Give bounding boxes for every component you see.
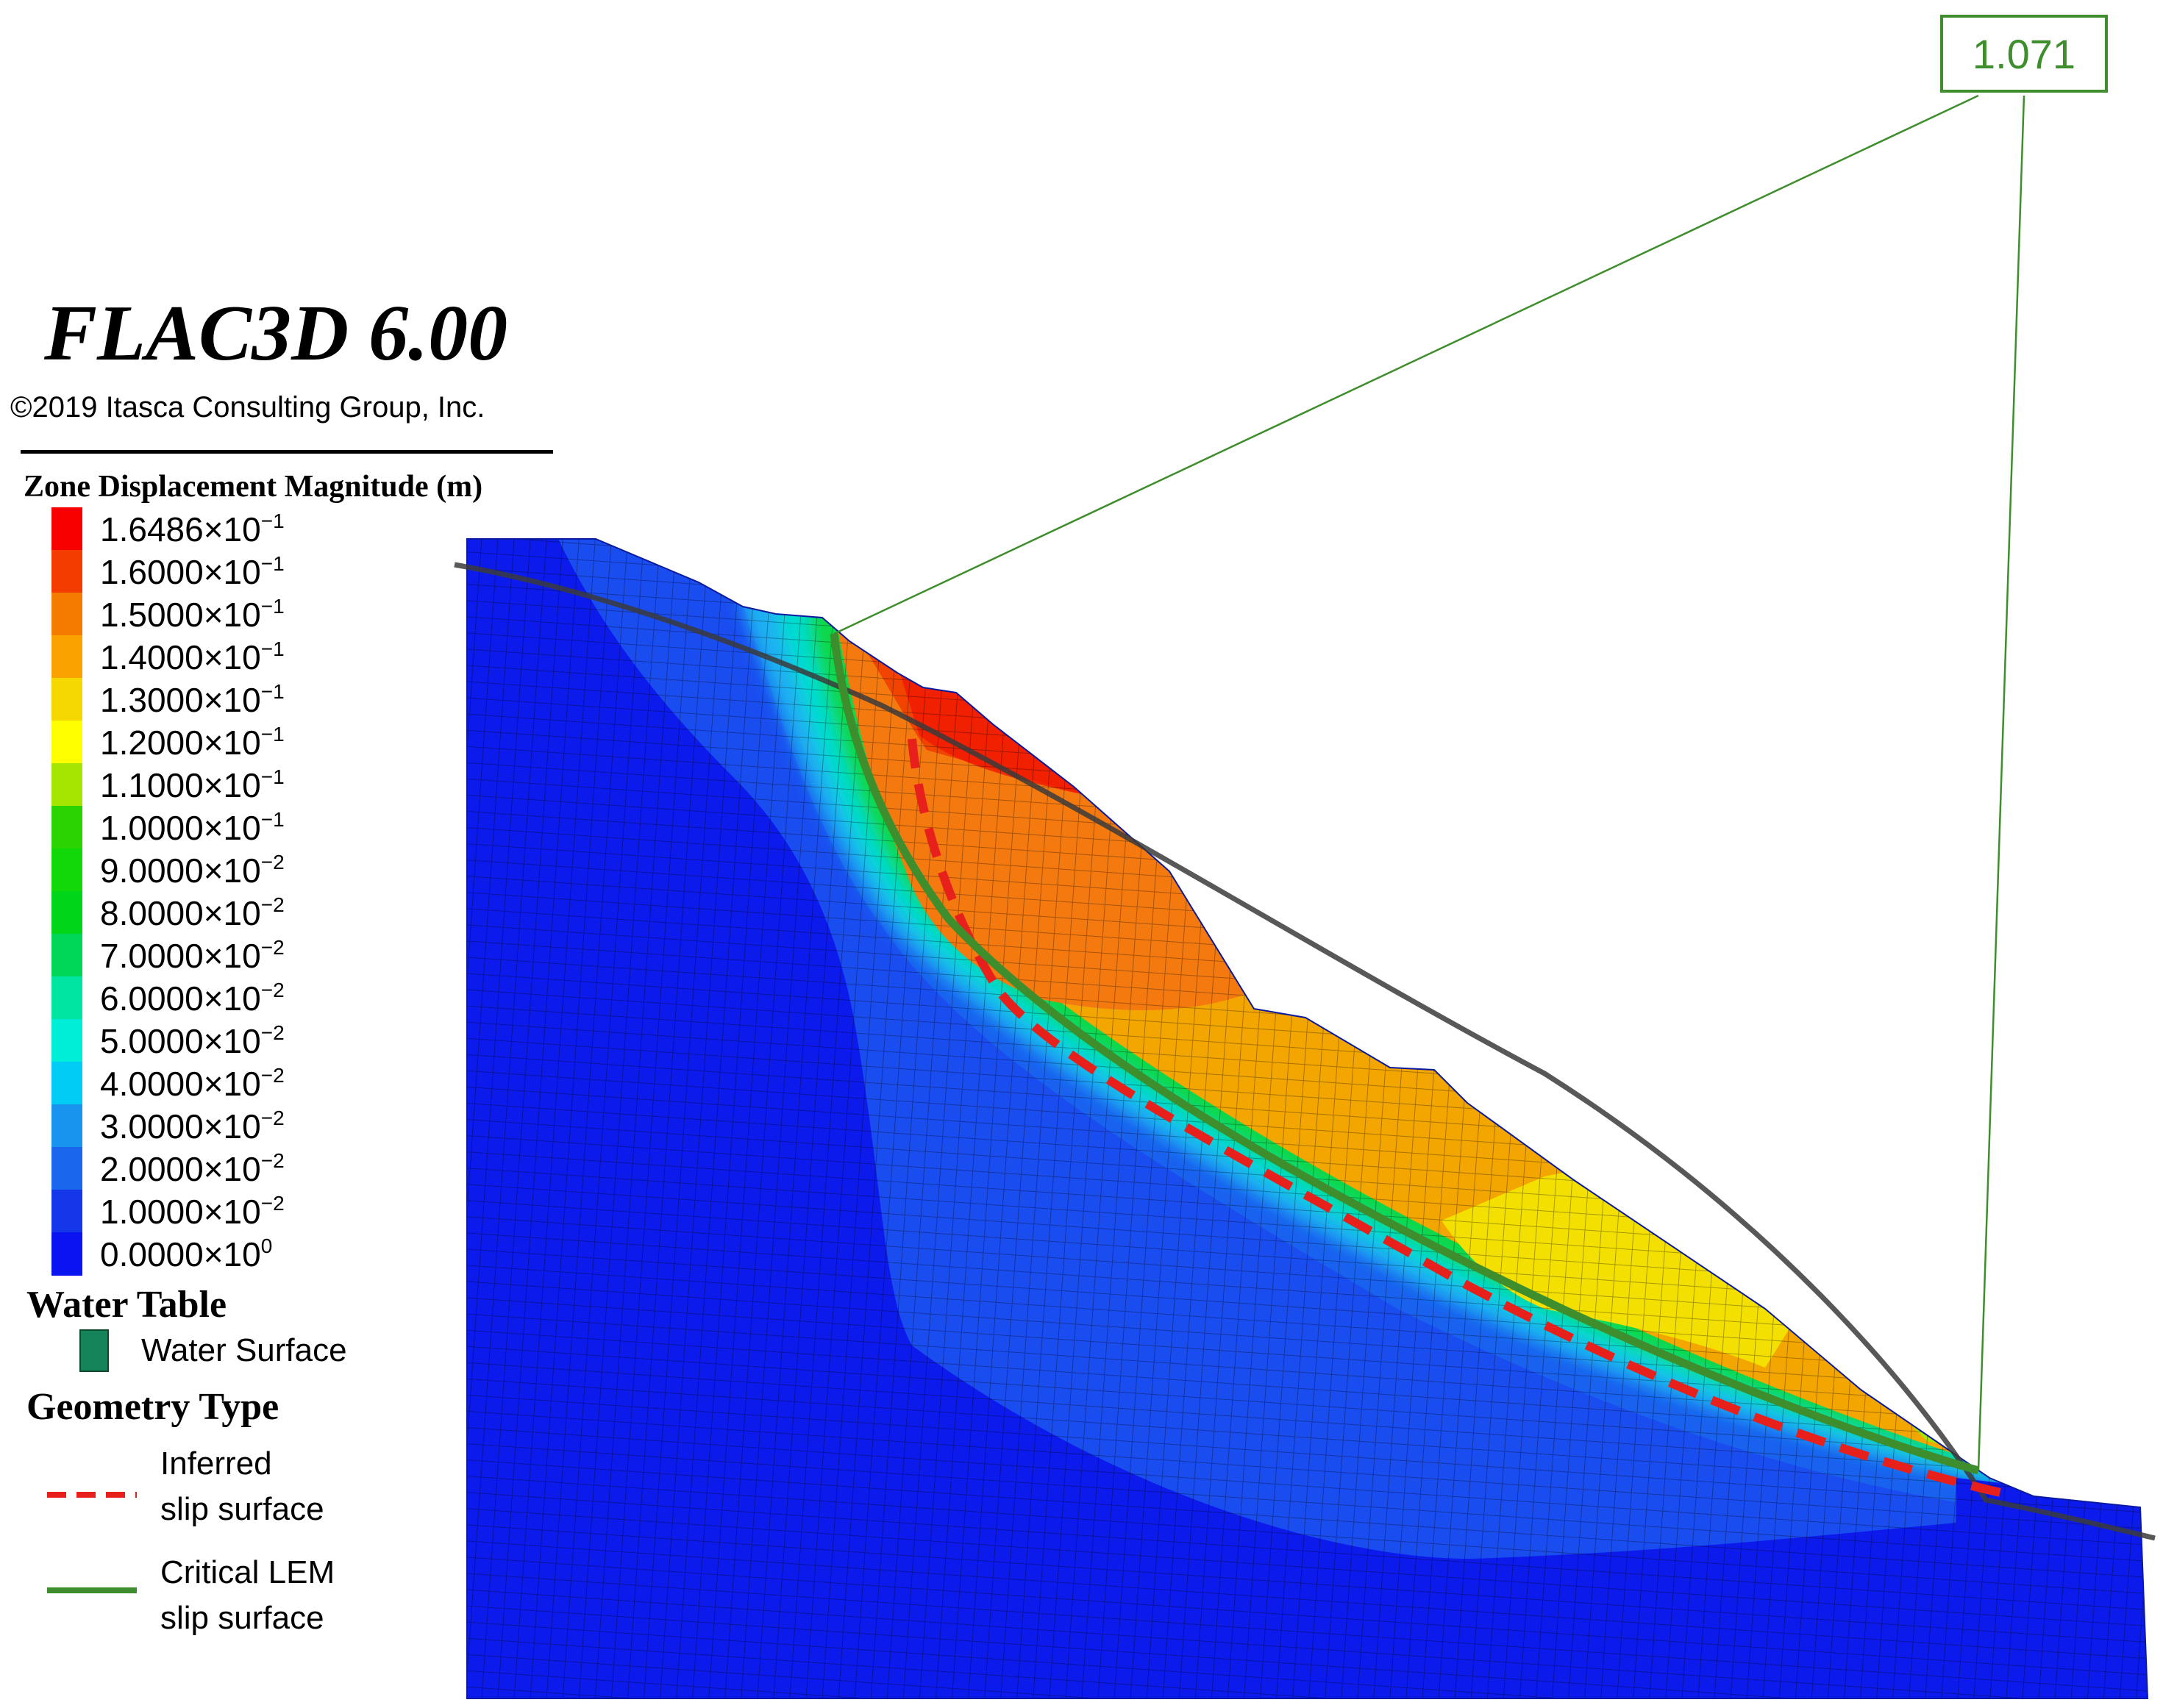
geometry-type-title: Geometry Type xyxy=(26,1386,279,1428)
legend-color-segment xyxy=(51,1232,82,1276)
legend-color-segment xyxy=(51,635,82,679)
app-title: FLAC3D 6.00 xyxy=(44,290,508,377)
legend-tick-label: 9.0000×10−2 xyxy=(100,851,285,890)
legend-tick-value: 5.0000×10 xyxy=(100,1022,261,1060)
inferred-label-line1: Inferred xyxy=(160,1446,272,1482)
legend-tick-label: 1.1000×10−1 xyxy=(100,765,285,804)
legend-tick-label: 1.4000×10−1 xyxy=(100,637,285,676)
legend-tick-label: 7.0000×10−2 xyxy=(100,937,285,973)
legend-color-segment xyxy=(51,550,82,593)
legend-tick-exponent: −1 xyxy=(260,510,285,532)
legend-tick-label: 5.0000×10−2 xyxy=(100,1021,285,1060)
inferred-slip-surface-swatch xyxy=(47,1492,137,1498)
critical-lem-slip-surface-line xyxy=(830,633,1980,1475)
legend-tick-exponent: −2 xyxy=(260,1107,285,1129)
legend-tick-exponent: −2 xyxy=(260,893,285,916)
legend-title: Zone Displacement Magnitude (m) xyxy=(24,470,483,504)
legend-tick-exponent: −2 xyxy=(260,1192,285,1215)
factor-of-safety-callout: 1.071 xyxy=(1940,15,2108,93)
legend-tick-label: 8.0000×10−2 xyxy=(100,893,285,932)
inferred-label-line2: slip surface xyxy=(160,1491,324,1527)
legend-tick-value: 1.0000×10 xyxy=(100,809,261,847)
legend-tick-exponent: −1 xyxy=(260,765,285,788)
legend-tick-label: 1.2000×10−1 xyxy=(100,724,285,760)
legend-tick-exponent: 0 xyxy=(260,1234,273,1257)
legend-color-segment xyxy=(51,678,82,721)
legend-tick-exponent: −2 xyxy=(260,936,285,959)
legend-tick-label: 1.5000×10−1 xyxy=(100,596,285,632)
critical-lem-slip-surface-label: Critical LEM slip surface xyxy=(160,1550,335,1641)
legend-color-segment xyxy=(51,1062,82,1105)
legend-color-segment xyxy=(51,1019,82,1062)
legend-color-segment xyxy=(51,848,82,892)
legend-color-segment xyxy=(51,507,82,551)
legend-tick-value: 1.2000×10 xyxy=(100,723,261,762)
legend-tick-exponent: −1 xyxy=(260,552,285,575)
legend-tick-value: 8.0000×10 xyxy=(100,894,261,932)
displacement-contours xyxy=(467,539,2148,1698)
legend-color-segment xyxy=(51,593,82,636)
callout-leader-line-right xyxy=(1977,95,2025,1471)
legend-tick-value: 3.0000×10 xyxy=(100,1107,261,1146)
copyright-text: ©2019 Itasca Consulting Group, Inc. xyxy=(10,391,485,424)
legend-tick-value: 0.0000×10 xyxy=(100,1235,261,1273)
legend-tick-label: 0.0000×100 xyxy=(100,1234,273,1273)
legend-color-segment xyxy=(51,1190,82,1233)
critical-lem-slip-surface-swatch xyxy=(47,1587,137,1593)
legend-tick-value: 1.0000×10 xyxy=(100,1193,261,1231)
legend-tick-value: 1.3000×10 xyxy=(100,681,261,719)
legend-color-segment xyxy=(51,976,82,1020)
legend-tick-value: 4.0000×10 xyxy=(100,1065,261,1103)
callout-leader-line-left xyxy=(833,94,1979,635)
legend-tick-label: 3.0000×10−2 xyxy=(100,1107,285,1146)
legend-tick-exponent: −2 xyxy=(260,1064,285,1087)
legend-tick-label: 1.6000×10−1 xyxy=(100,552,285,591)
legend-tick-value: 1.6486×10 xyxy=(100,510,261,549)
legend-tick-value: 9.0000×10 xyxy=(100,851,261,890)
inferred-slip-surface-line xyxy=(908,738,2002,1497)
legend-tick-label: 1.0000×10−2 xyxy=(100,1193,285,1229)
legend-color-segment xyxy=(51,891,82,935)
legend-tick-exponent: −2 xyxy=(260,979,285,1001)
title-divider xyxy=(21,450,553,454)
critical-label-line2: slip surface xyxy=(160,1600,324,1636)
legend-tick-label: 1.6486×10−1 xyxy=(100,510,285,549)
legend-tick-exponent: −2 xyxy=(260,1149,285,1172)
legend-tick-label: 1.0000×10−1 xyxy=(100,808,285,847)
legend-tick-value: 1.4000×10 xyxy=(100,638,261,676)
legend-tick-value: 6.0000×10 xyxy=(100,979,261,1018)
water-table-title: Water Table xyxy=(26,1284,227,1326)
legend-color-segment xyxy=(51,763,82,807)
legend-tick-value: 2.0000×10 xyxy=(100,1150,261,1188)
legend-tick-label: 4.0000×10−2 xyxy=(100,1065,285,1101)
inferred-slip-surface-label: Inferred slip surface xyxy=(160,1441,324,1532)
legend-tick-value: 1.6000×10 xyxy=(100,553,261,591)
legend-tick-value: 1.5000×10 xyxy=(100,596,261,634)
legend-color-segment xyxy=(51,1104,82,1148)
legend-color-bar xyxy=(51,507,82,1276)
legend-tick-exponent: −2 xyxy=(260,851,285,873)
water-surface-swatch xyxy=(79,1329,109,1372)
legend-tick-label: 1.3000×10−1 xyxy=(100,680,285,719)
legend-color-segment xyxy=(51,1147,82,1190)
legend-color-segment xyxy=(51,806,82,849)
legend-tick-exponent: −1 xyxy=(260,680,285,703)
legend-tick-value: 1.1000×10 xyxy=(100,766,261,804)
legend-color-segment xyxy=(51,721,82,764)
legend-tick-exponent: −1 xyxy=(260,595,285,618)
legend-tick-exponent: −1 xyxy=(260,723,285,746)
legend-tick-exponent: −1 xyxy=(260,808,285,831)
legend-color-segment xyxy=(51,934,82,977)
legend-tick-exponent: −1 xyxy=(260,637,285,660)
factor-of-safety-value: 1.071 xyxy=(1972,30,2076,77)
legend-tick-label: 2.0000×10−2 xyxy=(100,1149,285,1188)
legend-tick-value: 7.0000×10 xyxy=(100,937,261,975)
legend-tick-label: 6.0000×10−2 xyxy=(100,979,285,1018)
water-surface-label: Water Surface xyxy=(141,1332,347,1368)
legend-tick-exponent: −2 xyxy=(260,1021,285,1044)
critical-label-line1: Critical LEM xyxy=(160,1554,335,1590)
water-surface-line xyxy=(454,562,2156,1541)
